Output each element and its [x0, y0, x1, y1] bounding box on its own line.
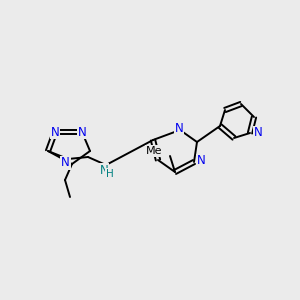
Text: N: N [78, 125, 86, 139]
Text: N: N [175, 122, 183, 134]
Text: N: N [51, 125, 59, 139]
Text: Me: Me [146, 146, 162, 156]
Text: N: N [61, 157, 70, 169]
Text: N: N [100, 164, 108, 176]
Text: N: N [197, 154, 206, 167]
Text: H: H [106, 169, 114, 179]
Text: N: N [254, 127, 263, 140]
